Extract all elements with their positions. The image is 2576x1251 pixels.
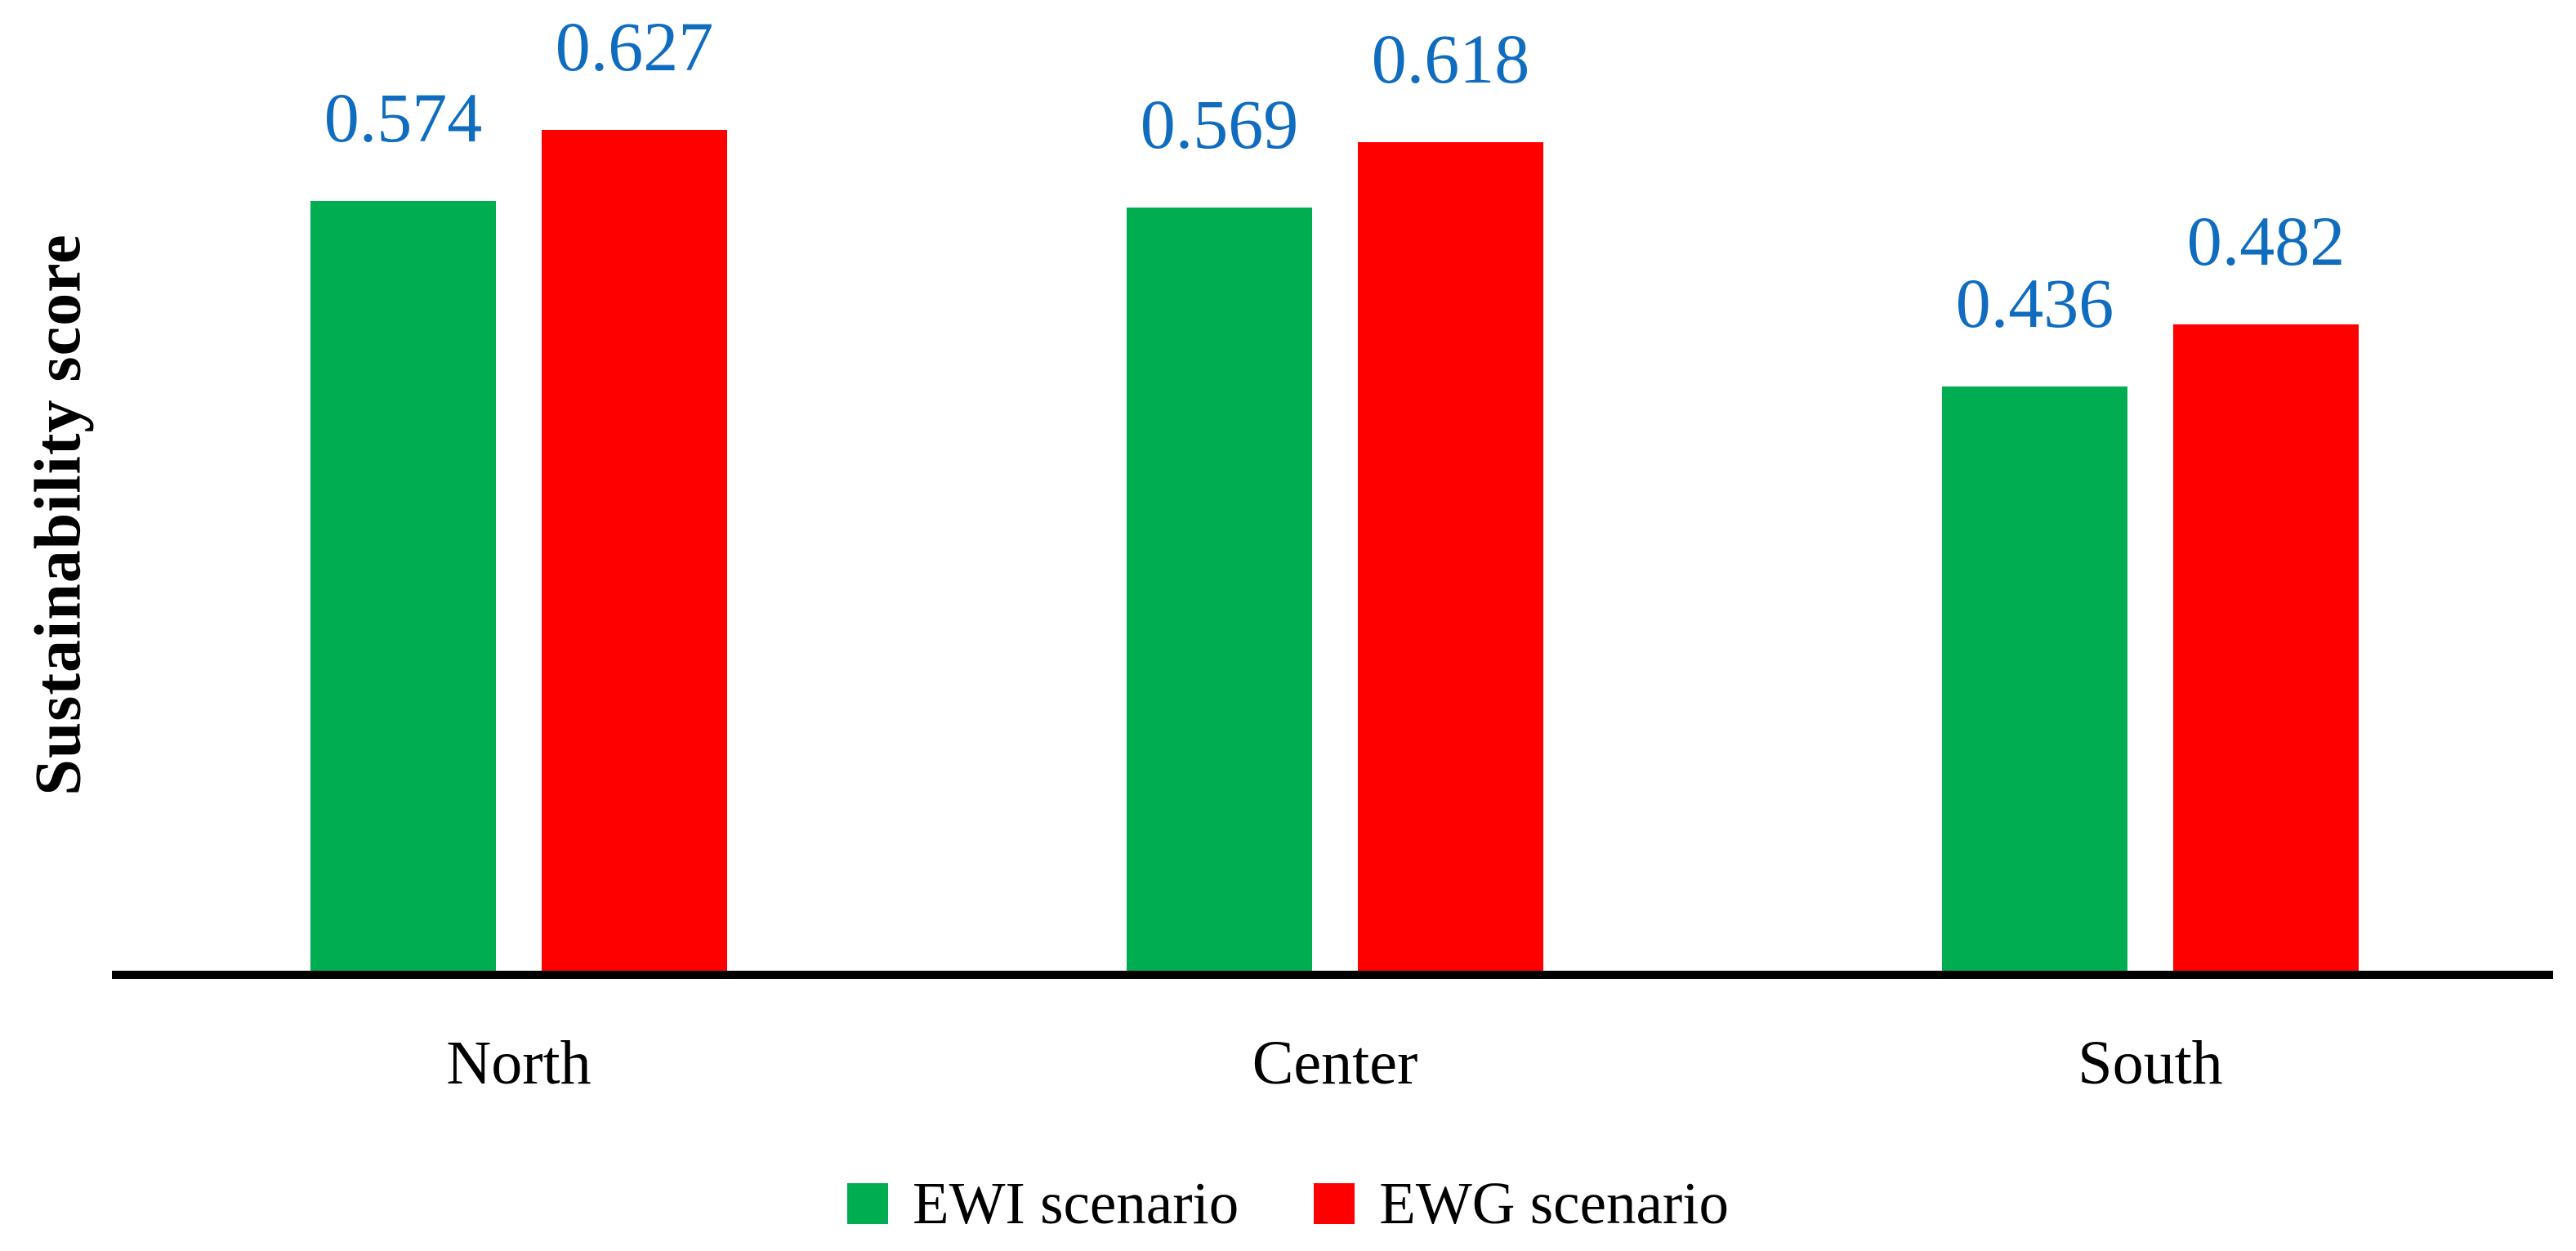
bar-ewi-scenario-south bbox=[1942, 386, 2127, 971]
legend-item-ewi-scenario: EWI scenario bbox=[847, 1173, 1239, 1233]
data-label-ewi-scenario-north: 0.574 bbox=[324, 78, 483, 157]
legend: EWI scenario EWG scenario bbox=[0, 1160, 2576, 1246]
data-label-ewi-scenario-south: 0.436 bbox=[1955, 264, 2114, 342]
data-label-ewg-scenario-north: 0.627 bbox=[555, 7, 714, 86]
bar-ewi-scenario-center bbox=[1127, 208, 1312, 971]
legend-swatch-ewi-scenario bbox=[847, 1182, 889, 1224]
legend-item-ewg-scenario: EWG scenario bbox=[1314, 1173, 1729, 1233]
data-label-ewi-scenario-center: 0.569 bbox=[1140, 85, 1299, 163]
legend-label-ewi-scenario: EWI scenario bbox=[913, 1170, 1239, 1236]
category-label-center: Center bbox=[1252, 1029, 1418, 1097]
legend-swatch-ewg-scenario bbox=[1314, 1182, 1355, 1224]
category-label-north: North bbox=[446, 1029, 592, 1097]
y-axis-title: Sustainability score bbox=[22, 234, 95, 796]
bar-ewg-scenario-south bbox=[2173, 324, 2359, 971]
category-label-south: South bbox=[2078, 1029, 2223, 1097]
bar-ewg-scenario-north bbox=[542, 130, 727, 971]
legend-label-ewg-scenario: EWG scenario bbox=[1379, 1170, 1729, 1236]
data-label-ewg-scenario-south: 0.482 bbox=[2186, 202, 2346, 280]
bar-ewg-scenario-center bbox=[1358, 142, 1543, 971]
data-label-ewg-scenario-center: 0.618 bbox=[1371, 20, 1530, 98]
bar-ewi-scenario-north bbox=[310, 201, 496, 971]
x-axis-line bbox=[112, 971, 2553, 979]
